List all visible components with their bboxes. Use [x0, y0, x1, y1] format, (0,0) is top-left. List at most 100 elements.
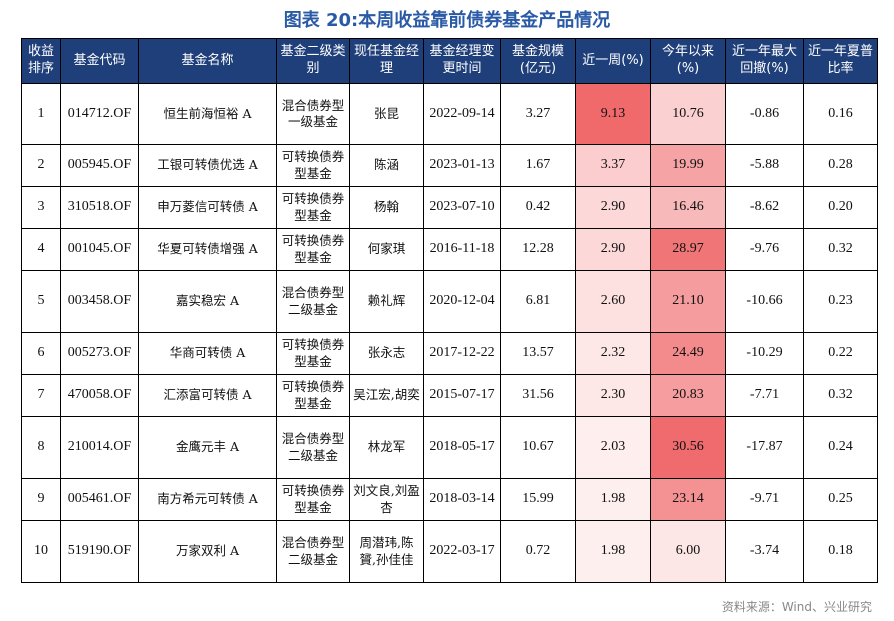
- cell-name: 华夏可转债增强 A: [138, 228, 277, 271]
- cell-sharpe: 0.23: [803, 270, 878, 333]
- cell-size: 31.56: [500, 374, 576, 417]
- cell-week: 1.98: [575, 478, 651, 521]
- cell-rank: 4: [21, 228, 61, 271]
- cell-week: 2.60: [575, 270, 651, 333]
- cell-code: 005945.OF: [60, 144, 139, 187]
- cell-week: 2.90: [575, 186, 651, 229]
- cell-category: 可转换债券型基金: [276, 478, 350, 521]
- header-row: 收益排序 基金代码 基金名称 基金二级类别 现任基金经理 基金经理变更时间 基金规模(亿元)…: [21, 38, 878, 84]
- cell-category: 混合债券型一级基金: [276, 83, 350, 145]
- cell-ytd: 30.56: [650, 416, 726, 479]
- cell-drawdown: -17.87: [725, 416, 804, 479]
- cell-rank: 1: [21, 83, 61, 145]
- cell-name: 工银可转债优选 A: [138, 144, 277, 187]
- fund-table: 收益排序 基金代码 基金名称 基金二级类别 现任基金经理 基金经理变更时间 基金规模(亿元)…: [21, 38, 878, 583]
- table-row: 2 005945.OF 工银可转债优选 A 可转换债券型基金 陈涵 2023-01-13 1…: [21, 144, 878, 187]
- header-code: 基金代码: [60, 38, 139, 84]
- cell-manager: 赖礼辉: [349, 270, 424, 333]
- header-size: 基金规模(亿元): [500, 38, 576, 84]
- table-row: 9 005461.OF 南方希元可转债 A 可转换债券型基金 刘文良,刘盈杏 2018-0…: [21, 478, 878, 521]
- cell-drawdown: -0.86: [725, 83, 804, 145]
- cell-ytd: 16.46: [650, 186, 726, 229]
- cell-manager: 刘文良,刘盈杏: [349, 478, 424, 521]
- cell-manager: 陈涵: [349, 144, 424, 187]
- table-row: 5 003458.OF 嘉实稳宏 A 混合债券型二级基金 赖礼辉 2020-12-04 6.…: [21, 270, 878, 333]
- cell-code: 470058.OF: [60, 374, 139, 417]
- cell-size: 0.72: [500, 520, 576, 583]
- cell-name: 申万菱信可转债 A: [138, 186, 277, 229]
- cell-category: 可转换债券型基金: [276, 374, 350, 417]
- cell-category: 混合债券型二级基金: [276, 270, 350, 333]
- cell-sharpe: 0.32: [803, 228, 878, 271]
- cell-drawdown: -7.71: [725, 374, 804, 417]
- cell-drawdown: -9.71: [725, 478, 804, 521]
- cell-name: 万家双利 A: [138, 520, 277, 583]
- cell-drawdown: -10.29: [725, 332, 804, 375]
- cell-change-date: 2023-01-13: [423, 144, 501, 187]
- cell-ytd: 19.99: [650, 144, 726, 187]
- cell-change-date: 2017-12-22: [423, 332, 501, 375]
- table-row: 10 519190.OF 万家双利 A 混合债券型二级基金 周潜玮,陈贇,孙佳佳 2022…: [21, 520, 878, 583]
- cell-ytd: 10.76: [650, 83, 726, 145]
- header-category: 基金二级类别: [276, 38, 350, 84]
- table-row: 7 470058.OF 汇添富可转债 A 可转换债券型基金 吴江宏,胡奕 2015-07-…: [21, 374, 878, 417]
- cell-category: 可转换债券型基金: [276, 332, 350, 375]
- cell-rank: 10: [21, 520, 61, 583]
- cell-category: 可转换债券型基金: [276, 186, 350, 229]
- cell-name: 金鹰元丰 A: [138, 416, 277, 479]
- cell-week: 3.37: [575, 144, 651, 187]
- cell-ytd: 23.14: [650, 478, 726, 521]
- cell-change-date: 2015-07-17: [423, 374, 501, 417]
- cell-change-date: 2023-07-10: [423, 186, 501, 229]
- source-note: 资料来源：Wind、兴业研究: [721, 600, 872, 614]
- cell-code: 003458.OF: [60, 270, 139, 333]
- cell-rank: 7: [21, 374, 61, 417]
- cell-drawdown: -8.62: [725, 186, 804, 229]
- cell-rank: 3: [21, 186, 61, 229]
- header-manager: 现任基金经理: [349, 38, 424, 84]
- cell-manager: 吴江宏,胡奕: [349, 374, 424, 417]
- table-row: 3 310518.OF 申万菱信可转债 A 可转换债券型基金 杨翰 2023-07-10 0…: [21, 186, 878, 229]
- cell-size: 0.42: [500, 186, 576, 229]
- cell-drawdown: -5.88: [725, 144, 804, 187]
- cell-code: 001045.OF: [60, 228, 139, 271]
- header-name: 基金名称: [138, 38, 277, 84]
- table-row: 6 005273.OF 华商可转债 A 可转换债券型基金 张永志 2017-12-22 13…: [21, 332, 878, 375]
- cell-week: 2.03: [575, 416, 651, 479]
- cell-manager: 林龙军: [349, 416, 424, 479]
- header-rank: 收益排序: [21, 38, 61, 84]
- cell-name: 恒生前海恒裕 A: [138, 83, 277, 145]
- cell-sharpe: 0.28: [803, 144, 878, 187]
- cell-code: 310518.OF: [60, 186, 139, 229]
- cell-name: 嘉实稳宏 A: [138, 270, 277, 333]
- cell-code: 014712.OF: [60, 83, 139, 145]
- cell-week: 1.98: [575, 520, 651, 583]
- cell-manager: 张昆: [349, 83, 424, 145]
- cell-drawdown: -9.76: [725, 228, 804, 271]
- cell-name: 汇添富可转债 A: [138, 374, 277, 417]
- cell-manager: 张永志: [349, 332, 424, 375]
- cell-week: 9.13: [575, 83, 651, 145]
- cell-ytd: 28.97: [650, 228, 726, 271]
- cell-change-date: 2022-09-14: [423, 83, 501, 145]
- table-title: 图表 20:本周收益靠前债券基金产品情况: [283, 10, 611, 31]
- cell-size: 6.81: [500, 270, 576, 333]
- cell-size: 12.28: [500, 228, 576, 271]
- cell-week: 2.32: [575, 332, 651, 375]
- cell-category: 可转换债券型基金: [276, 228, 350, 271]
- cell-manager: 周潜玮,陈贇,孙佳佳: [349, 520, 424, 583]
- cell-rank: 2: [21, 144, 61, 187]
- cell-size: 13.57: [500, 332, 576, 375]
- cell-category: 混合债券型二级基金: [276, 520, 350, 583]
- table-row: 4 001045.OF 华夏可转债增强 A 可转换债券型基金 何家琪 2016-11-18…: [21, 228, 878, 271]
- cell-sharpe: 0.32: [803, 374, 878, 417]
- cell-drawdown: -10.66: [725, 270, 804, 333]
- cell-rank: 8: [21, 416, 61, 479]
- cell-change-date: 2022-03-17: [423, 520, 501, 583]
- cell-sharpe: 0.16: [803, 83, 878, 145]
- cell-sharpe: 0.18: [803, 520, 878, 583]
- cell-code: 210014.OF: [60, 416, 139, 479]
- header-change-date: 基金经理变更时间: [423, 38, 501, 84]
- cell-size: 3.27: [500, 83, 576, 145]
- cell-sharpe: 0.22: [803, 332, 878, 375]
